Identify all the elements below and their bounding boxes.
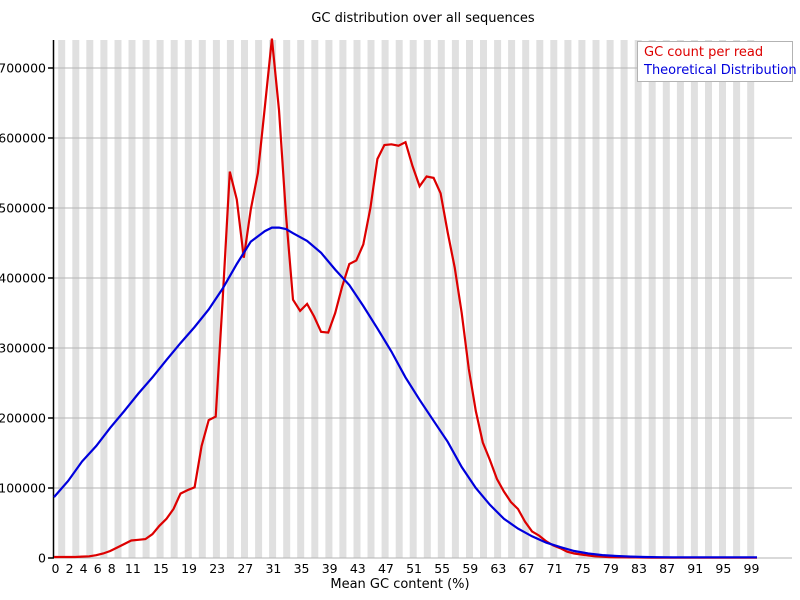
x-tick-label: 51 <box>406 561 422 576</box>
x-tick-label: 0 <box>52 561 60 576</box>
background-stripe <box>283 40 291 558</box>
background-stripe <box>634 40 642 558</box>
x-tick-label: 95 <box>715 561 731 576</box>
x-tick-label: 35 <box>294 561 310 576</box>
y-tick-label: 400000 <box>0 271 46 286</box>
theoretical-distribution-line <box>53 226 757 559</box>
chart-title: GC distribution over all sequences <box>311 11 535 26</box>
x-tick-label: 71 <box>547 561 563 576</box>
background-stripe <box>733 40 741 558</box>
x-tick-label: 19 <box>181 561 197 576</box>
background-stripe <box>578 40 586 558</box>
background-stripe <box>297 40 305 558</box>
x-tick-label: 6 <box>94 561 102 576</box>
background-stripe <box>241 40 248 558</box>
x-tick-label: 59 <box>462 561 478 576</box>
background-stripe <box>508 40 516 558</box>
legend-item-theoretical-distribution: Theoretical Distribution <box>644 63 797 78</box>
x-tick-label: 55 <box>434 561 450 576</box>
background-stripe <box>142 40 150 558</box>
background-stripe <box>198 40 206 558</box>
x-tick-label: 15 <box>153 561 169 576</box>
background-stripe <box>437 40 445 558</box>
background-stripe <box>184 40 192 558</box>
x-tick-label: 4 <box>80 561 88 576</box>
x-tick-label: 23 <box>209 561 225 576</box>
background-stripe <box>606 40 614 558</box>
background-stripe <box>72 40 80 558</box>
background-stripe <box>339 40 347 558</box>
background-stripe <box>170 40 178 558</box>
y-tick-label: 200000 <box>0 411 46 426</box>
background-stripe <box>480 40 487 558</box>
x-tick-label: 39 <box>322 561 338 576</box>
background-stripe <box>128 40 136 558</box>
background-stripe <box>381 40 389 558</box>
background-stripe <box>255 40 263 558</box>
background-stripe <box>466 40 473 558</box>
background-stripe <box>592 40 600 558</box>
background-stripe <box>395 40 403 558</box>
background-stripe <box>705 40 712 558</box>
x-tick-label: 2 <box>66 561 74 576</box>
background-stripe <box>367 40 375 558</box>
x-tick-label: 79 <box>603 561 619 576</box>
background-stripe <box>353 40 361 558</box>
x-tick-label: 11 <box>125 561 141 576</box>
x-tick-label: 63 <box>490 561 506 576</box>
background-stripe <box>325 40 333 558</box>
x-tick-label: 99 <box>744 561 760 576</box>
x-tick-label: 75 <box>575 561 591 576</box>
background-stripe <box>550 40 558 558</box>
x-tick-label: 83 <box>631 561 647 576</box>
legend-item-gc-count: GC count per read <box>644 45 764 60</box>
background-stripe <box>114 40 122 558</box>
x-tick-label: 47 <box>378 561 394 576</box>
x-tick-label: 87 <box>659 561 675 576</box>
background-stripe <box>423 40 431 558</box>
background-stripe <box>269 40 277 558</box>
x-tick-label: 67 <box>519 561 535 576</box>
background-stripe <box>451 40 459 558</box>
x-tick-label: 91 <box>687 561 703 576</box>
background-stripe <box>747 40 755 558</box>
background-stripe <box>86 40 94 558</box>
background-stripe <box>536 40 544 558</box>
background-stripe <box>226 40 234 558</box>
y-tick-label: 300000 <box>0 341 46 356</box>
background-stripe <box>58 40 66 558</box>
legend: GC count per read Theoretical Distributi… <box>637 41 797 82</box>
background-stripe <box>662 40 670 558</box>
x-tick-label: 43 <box>350 561 366 576</box>
background-stripe <box>494 40 502 558</box>
background-stripe <box>620 40 628 558</box>
x-axis-title: Mean GC content (%) <box>330 577 470 592</box>
y-tick-label: 700000 <box>0 61 46 76</box>
background-stripe <box>100 40 108 558</box>
y-tick-label: 0 <box>38 551 46 566</box>
background-stripe <box>648 40 656 558</box>
background-stripe <box>719 40 726 558</box>
background-stripe <box>564 40 572 558</box>
y-tick-label: 600000 <box>0 131 46 146</box>
y-tick-label: 100000 <box>0 481 46 496</box>
background-stripe <box>690 40 698 558</box>
background-stripe <box>409 40 417 558</box>
background-stripe <box>676 40 684 558</box>
background-stripe <box>156 40 164 558</box>
x-tick-label: 27 <box>237 561 253 576</box>
background-stripe <box>522 40 530 558</box>
background-stripe <box>311 40 319 558</box>
x-tick-label: 8 <box>108 561 116 576</box>
y-tick-label: 500000 <box>0 201 46 216</box>
x-tick-label: 31 <box>265 561 281 576</box>
